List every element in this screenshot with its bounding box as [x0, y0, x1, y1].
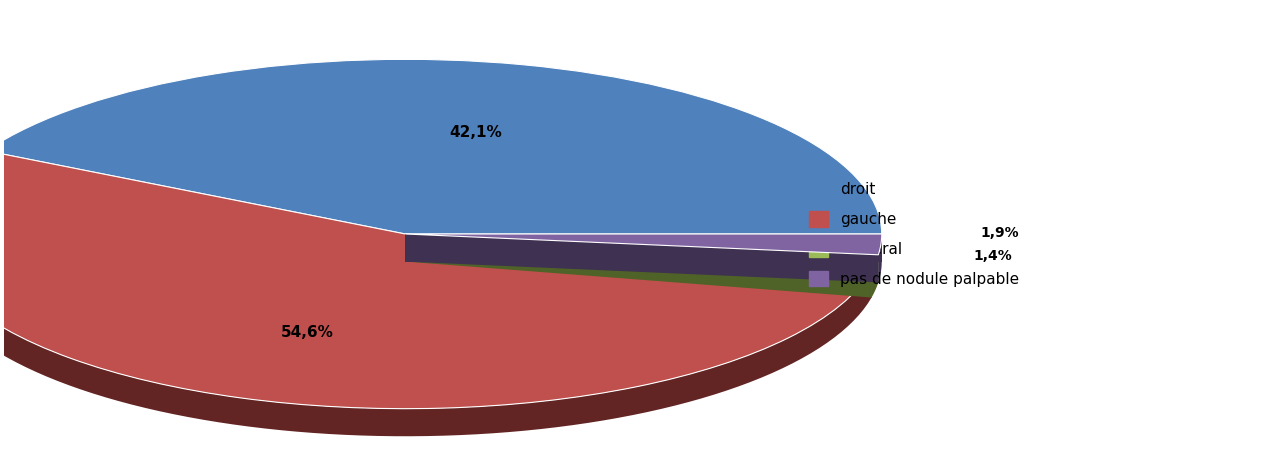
Text: 42,1%: 42,1% [449, 125, 502, 140]
Polygon shape [0, 232, 872, 436]
Polygon shape [878, 234, 882, 282]
Polygon shape [405, 234, 878, 282]
Polygon shape [405, 234, 882, 262]
Text: 1,4%: 1,4% [973, 249, 1012, 263]
Wedge shape [0, 151, 872, 409]
Polygon shape [405, 234, 872, 298]
Text: 1,9%: 1,9% [981, 226, 1020, 240]
Polygon shape [872, 255, 878, 298]
Wedge shape [405, 234, 882, 255]
Wedge shape [405, 234, 878, 270]
Polygon shape [405, 234, 878, 282]
Wedge shape [0, 59, 882, 234]
Legend: droit, gauche, bilatéral, pas de nodule palpable: droit, gauche, bilatéral, pas de nodule … [801, 174, 1026, 294]
Polygon shape [405, 234, 882, 262]
Text: 54,6%: 54,6% [280, 325, 333, 340]
Polygon shape [405, 234, 872, 298]
